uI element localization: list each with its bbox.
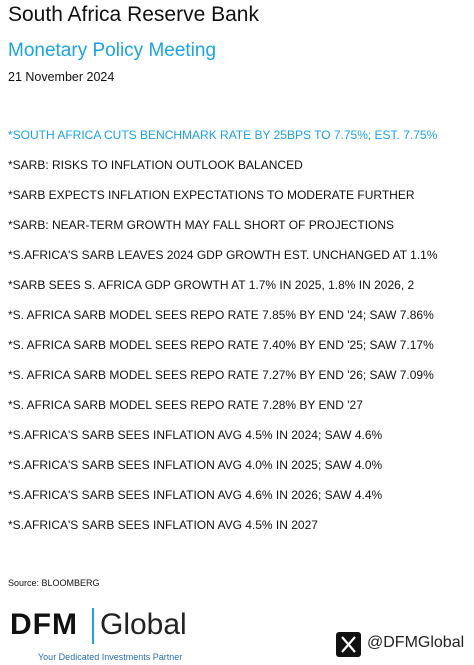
headline: *S.AFRICA'S SARB SEES INFLATION AVG 4.6%… — [8, 488, 383, 502]
headline: *S. AFRICA SARB MODEL SEES REPO RATE 7.4… — [8, 338, 434, 352]
headline: *SARB SEES S. AFRICA GDP GROWTH AT 1.7% … — [8, 278, 415, 292]
headline: *SOUTH AFRICA CUTS BENCHMARK RATE BY 25B… — [8, 128, 438, 142]
headline: *S. AFRICA SARB MODEL SEES REPO RATE 7.2… — [8, 398, 363, 412]
subtitle: Monetary Policy Meeting — [8, 40, 217, 61]
headline: *SARB EXPECTS INFLATION EXPECTATIONS TO … — [8, 188, 415, 202]
headline: *S. AFRICA SARB MODEL SEES REPO RATE 7.8… — [8, 308, 434, 322]
source: Source: BLOOMBERG — [8, 578, 100, 588]
date: 21 November 2024 — [8, 70, 115, 84]
headline: *S.AFRICA'S SARB SEES INFLATION AVG 4.5%… — [8, 428, 383, 442]
headline: *SARB: NEAR-TERM GROWTH MAY FALL SHORT O… — [8, 218, 395, 232]
headline: *SARB: RISKS TO INFLATION OUTLOOK BALANC… — [8, 158, 303, 172]
headline: *S.AFRICA'S SARB SEES INFLATION AVG 4.5%… — [8, 518, 318, 532]
title: South Africa Reserve Bank — [8, 3, 259, 26]
social-handle[interactable]: @DFMGlobal — [367, 634, 465, 651]
tagline: Your Dedicated Investments Partner — [38, 652, 183, 662]
logo-text: DFM — [10, 608, 78, 641]
headline: *S.AFRICA'S SARB SEES INFLATION AVG 4.0%… — [8, 458, 383, 472]
logo-divider — [92, 608, 94, 644]
x-icon[interactable] — [336, 632, 361, 657]
headline: *S.AFRICA'S SARB LEAVES 2024 GDP GROWTH … — [8, 248, 438, 262]
headline: *S. AFRICA SARB MODEL SEES REPO RATE 7.2… — [8, 368, 434, 382]
logo-text: Global — [100, 608, 187, 641]
